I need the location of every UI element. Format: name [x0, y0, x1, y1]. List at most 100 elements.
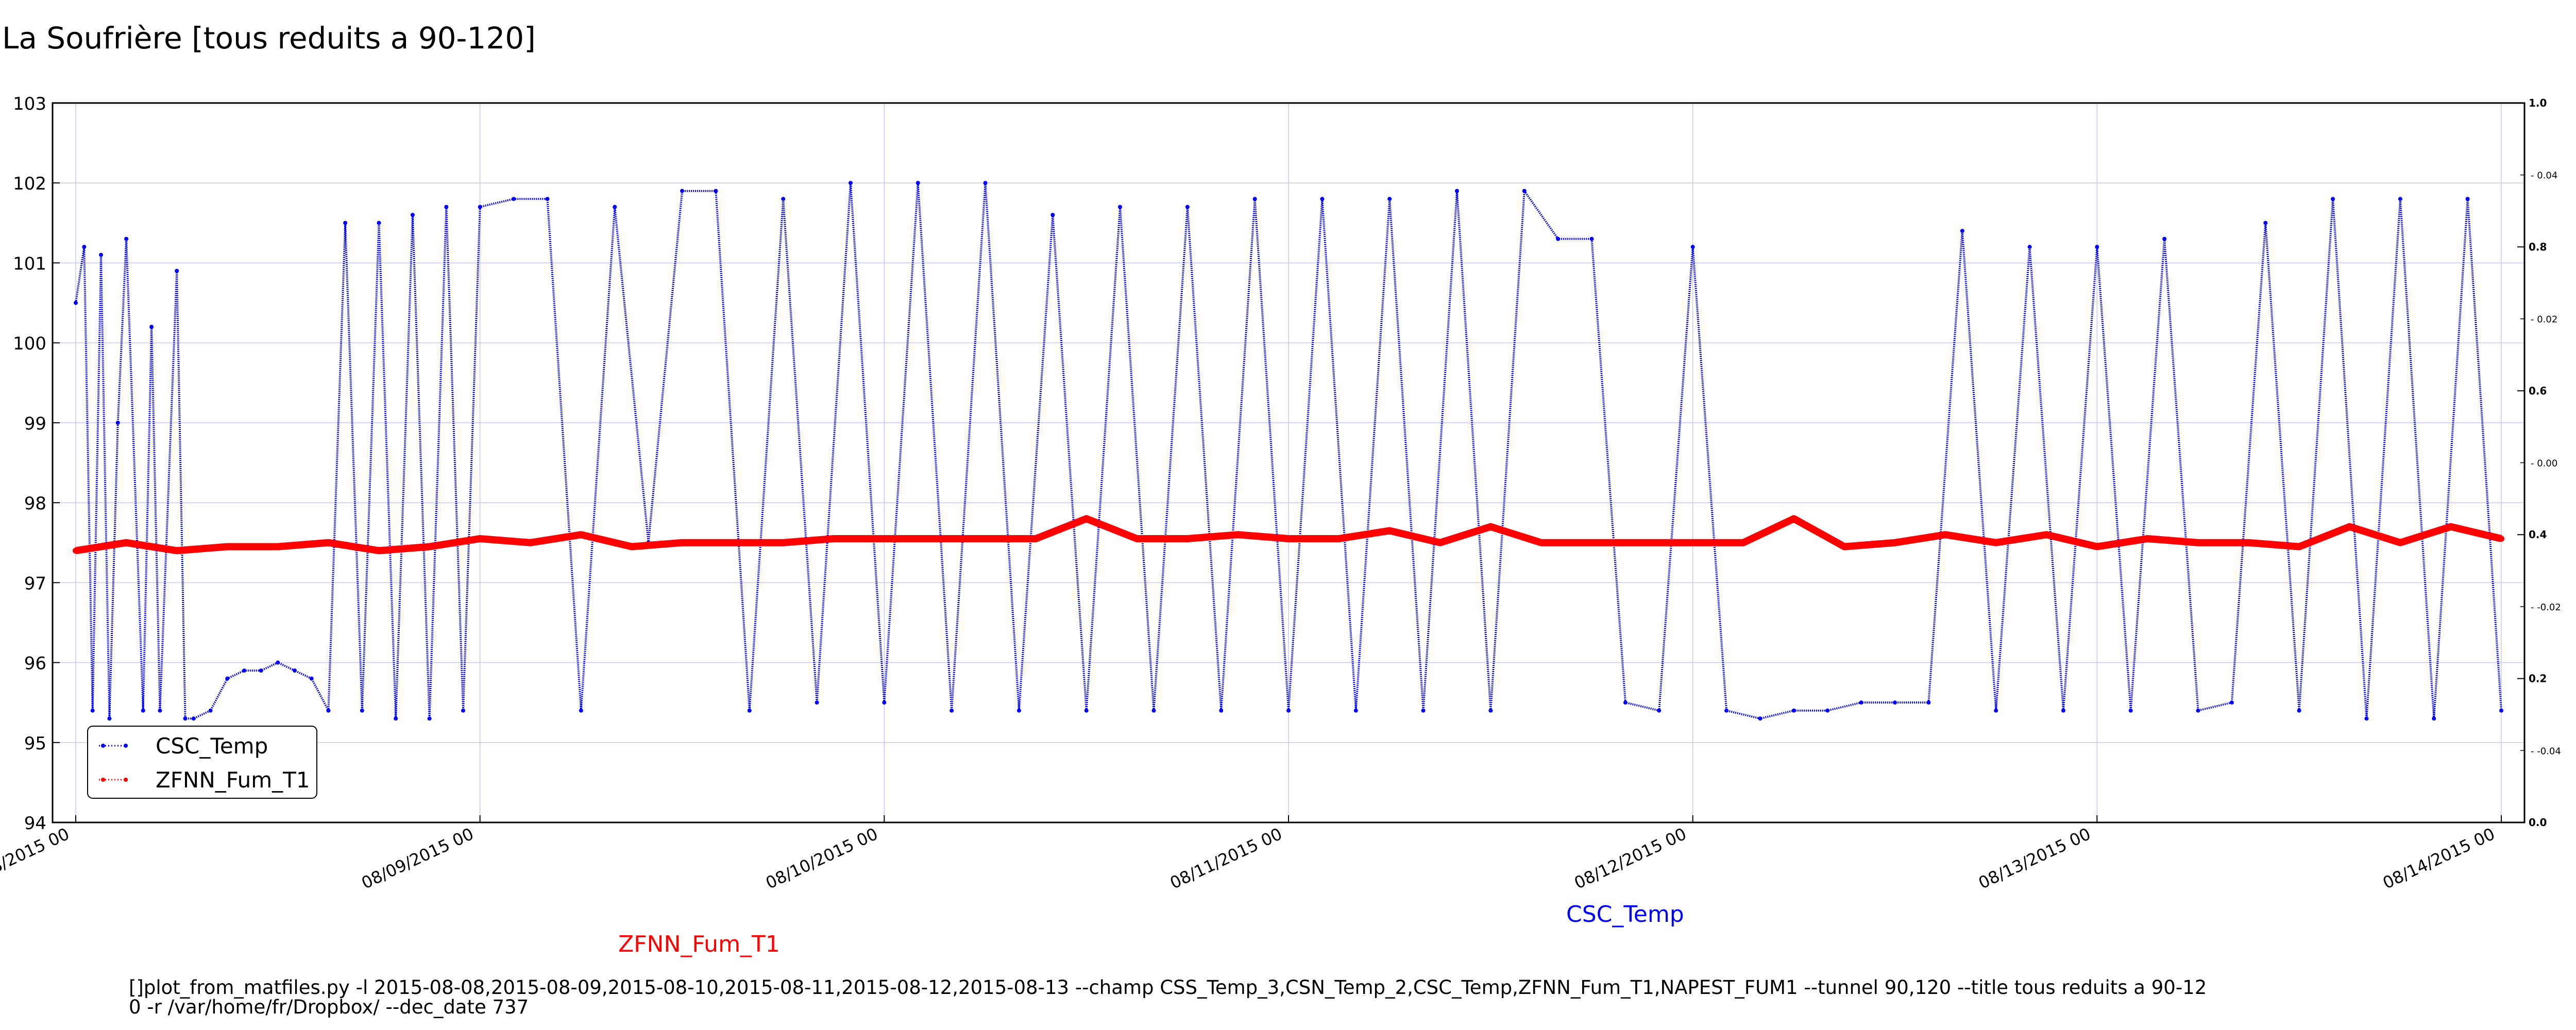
data-point-zfnn-fum-t1: [1184, 535, 1191, 542]
data-point-zfnn-fum-t1: [2195, 539, 2201, 546]
data-point-csc-temp: [1960, 229, 1964, 233]
data-point-csc-temp: [427, 716, 432, 721]
data-point-csc-temp: [461, 708, 465, 713]
legend: CSC_Temp ZFNN_Fum_T1: [87, 726, 317, 799]
y-right-tick-label: 1.0: [2529, 97, 2547, 109]
data-point-csc-temp: [1522, 188, 1527, 193]
data-point-zfnn-fum-t1: [2346, 523, 2353, 530]
data-point-csc-temp: [2061, 708, 2065, 713]
y-right-tick-label: 0.8: [2529, 241, 2547, 253]
data-point-csc-temp: [191, 716, 196, 721]
data-point-zfnn-fum-t1: [325, 539, 332, 546]
y-minor-tick-label: - 0.00: [2531, 458, 2557, 469]
data-point-csc-temp: [512, 197, 516, 201]
data-point-csc-temp: [1320, 197, 1325, 201]
data-point-zfnn-fum-t1: [1285, 535, 1292, 542]
data-point-csc-temp: [1589, 236, 1594, 241]
data-point-zfnn-fum-t1: [831, 535, 837, 542]
data-point-zfnn-fum-t1: [1234, 531, 1241, 538]
data-point-zfnn-fum-t1: [628, 543, 635, 550]
data-point-zfnn-fum-t1: [1790, 516, 1797, 522]
data-point-csc-temp: [2095, 245, 2099, 249]
x-tick-label: 08/11/2015 00: [1167, 824, 1285, 893]
axes: 94 95 96 97 98 99 100 101 102 103 08/08/2015 00 08/…: [0, 94, 2561, 893]
data-point-csc-temp: [107, 716, 112, 721]
data-point-zfnn-fum-t1: [982, 535, 989, 542]
data-point-zfnn-fum-t1: [1588, 539, 1595, 546]
data-point-csc-temp: [1791, 708, 1796, 713]
y-tick-label: 96: [24, 654, 46, 674]
data-point-csc-temp: [781, 197, 786, 201]
data-point-csc-temp: [613, 204, 617, 209]
data-point-csc-temp: [276, 660, 280, 665]
series-label-zfnn: ZFNN_Fum_T1: [618, 931, 780, 957]
data-point-csc-temp: [1893, 700, 1897, 705]
data-point-csc-temp: [1252, 197, 1257, 201]
data-point-csc-temp: [2499, 708, 2503, 713]
y-tick-label: 99: [24, 414, 46, 434]
data-point-csc-temp: [815, 700, 819, 705]
data-point-zfnn-fum-t1: [1689, 539, 1696, 546]
data-point-csc-temp: [225, 676, 230, 681]
data-point-csc-temp: [1825, 708, 1830, 713]
legend-box: [87, 726, 317, 799]
data-point-csc-temp: [1690, 245, 1695, 249]
data-point-csc-temp: [848, 181, 853, 185]
data-point-csc-temp: [1488, 708, 1493, 713]
command-line-1: []plot_from_matfiles.py -l 2015-08-08,20…: [129, 976, 2207, 999]
y-tick-label: 103: [13, 94, 46, 114]
legend-label: CSC_Temp: [156, 733, 268, 759]
data-point-csc-temp: [2027, 245, 2032, 249]
data-point-zfnn-fum-t1: [1993, 539, 1999, 546]
data-point-csc-temp: [410, 213, 415, 217]
data-point-zfnn-fum-t1: [1336, 535, 1343, 542]
data-point-zfnn-fum-t1: [73, 547, 79, 554]
y-tick-label: 101: [13, 253, 46, 274]
data-point-zfnn-fum-t1: [2296, 543, 2302, 550]
data-point-zfnn-fum-t1: [2447, 523, 2454, 530]
data-point-csc-temp: [882, 700, 887, 705]
command-line-2: 0 -r /var/home/fr/Dropbox/ --dec_date 73…: [129, 996, 529, 1018]
data-point-csc-temp: [983, 181, 988, 185]
data-point-zfnn-fum-t1: [174, 547, 180, 554]
data-point-csc-temp: [183, 716, 188, 721]
data-point-zfnn-fum-t1: [477, 535, 483, 542]
data-point-csc-temp: [1724, 708, 1729, 713]
data-point-csc-temp: [1016, 708, 1021, 713]
data-point-csc-temp: [99, 252, 104, 257]
y-minor-tick-label: - -0.02: [2531, 602, 2561, 613]
legend-marker: [101, 778, 105, 782]
data-point-csc-temp: [360, 708, 364, 713]
data-point-csc-temp: [1151, 708, 1156, 713]
data-point-zfnn-fum-t1: [2094, 543, 2100, 550]
data-point-zfnn-fum-t1: [1083, 516, 1090, 522]
grid: [53, 102, 2524, 823]
data-point-csc-temp: [326, 708, 331, 713]
data-point-csc-temp: [2465, 197, 2470, 201]
data-point-csc-temp: [579, 708, 583, 713]
data-point-zfnn-fum-t1: [1639, 539, 1646, 546]
data-point-zfnn-fum-t1: [2397, 539, 2403, 546]
data-point-zfnn-fum-t1: [1437, 539, 1444, 546]
x-tick-label: 08/12/2015 00: [1571, 824, 1689, 893]
data-point-zfnn-fum-t1: [426, 543, 433, 550]
data-point-zfnn-fum-t1: [1538, 539, 1545, 546]
data-point-csc-temp: [149, 324, 154, 329]
data-point-csc-temp: [377, 220, 381, 225]
data-point-csc-temp: [242, 668, 246, 673]
data-point-zfnn-fum-t1: [2043, 531, 2050, 538]
data-point-zfnn-fum-t1: [1133, 535, 1140, 542]
data-point-zfnn-fum-t1: [123, 539, 130, 546]
data-point-zfnn-fum-t1: [881, 535, 888, 542]
data-point-csc-temp: [1387, 197, 1392, 201]
data-point-zfnn-fum-t1: [780, 539, 787, 546]
data-point-csc-temp: [259, 668, 263, 673]
y-right-tick-label: 0.4: [2529, 528, 2547, 541]
data-point-csc-temp: [2297, 708, 2301, 713]
data-point-csc-temp: [444, 204, 449, 209]
y-tick-label: 100: [13, 334, 46, 354]
legend-marker: [101, 744, 105, 748]
data-point-zfnn-fum-t1: [1942, 531, 1949, 538]
data-point-csc-temp: [1994, 708, 1998, 713]
y-tick-label: 94: [24, 813, 46, 834]
